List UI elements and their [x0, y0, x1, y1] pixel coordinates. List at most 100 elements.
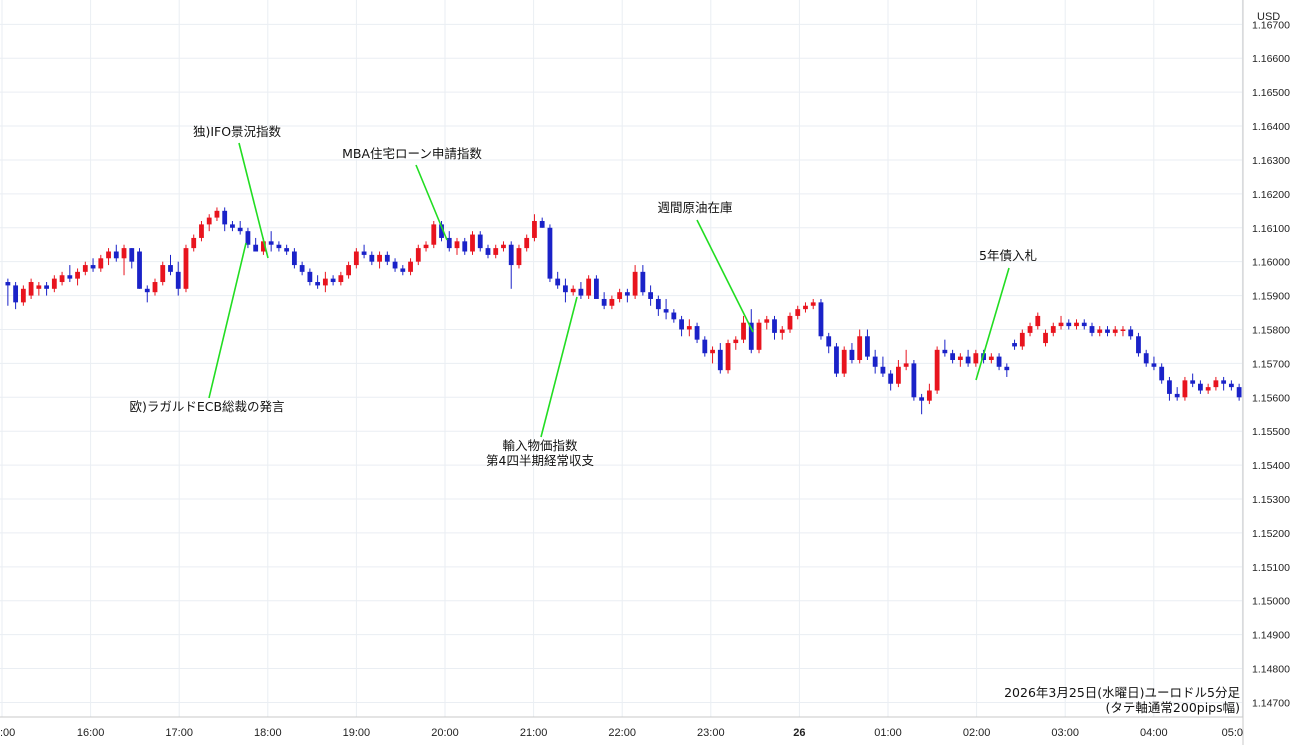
time-tick-label: 04:00: [1140, 727, 1168, 739]
candle-body: [1035, 315, 1041, 327]
price-tick-label: 1.14800: [1252, 664, 1290, 676]
candle-body: [934, 349, 940, 391]
candle-body: [98, 258, 104, 269]
candle-body: [965, 356, 971, 364]
candle-body: [1205, 387, 1211, 391]
time-tick-label: :00: [0, 727, 15, 739]
candle-body: [291, 251, 297, 266]
time-tick-label: 26: [793, 727, 805, 739]
price-tick-label: 1.14700: [1252, 697, 1290, 709]
candle-body: [299, 265, 305, 272]
candle-body: [245, 231, 251, 245]
candle-body: [919, 397, 925, 401]
candle-body: [1004, 366, 1010, 371]
candle-body: [679, 319, 684, 330]
candle-body: [903, 363, 909, 367]
candle-body: [493, 248, 499, 255]
candle-body: [1074, 322, 1079, 327]
candle-body: [237, 227, 243, 232]
candle-body: [663, 309, 669, 313]
price-tick-label: 1.16100: [1252, 223, 1290, 235]
candle-body: [121, 248, 127, 259]
price-tick-label: 1.15500: [1252, 426, 1290, 438]
candle-body: [1228, 383, 1234, 388]
candle-body: [741, 322, 746, 340]
price-tick-label: 1.15600: [1252, 392, 1290, 404]
grid: [0, 0, 1243, 717]
candle-body: [1043, 332, 1048, 344]
candle-body: [315, 282, 321, 286]
candle-body: [1167, 380, 1172, 394]
candle-body: [199, 224, 204, 238]
annotation-leader-line: [238, 142, 269, 259]
annotation-label: 輸入物価指数: [502, 438, 578, 453]
candle-body: [1112, 329, 1118, 333]
annotation-leader-line: [975, 267, 1010, 381]
candle-body: [818, 302, 824, 337]
candle-body: [834, 346, 839, 374]
candle-body: [307, 271, 313, 283]
candle-body: [485, 248, 491, 255]
candle-body: [1151, 363, 1157, 367]
candle-body: [75, 271, 80, 279]
candle-body: [539, 220, 545, 228]
candle-body: [44, 285, 49, 289]
candle-body: [717, 349, 723, 371]
candle-body: [710, 349, 715, 354]
time-tick-label: 17:00: [165, 727, 193, 739]
candle-body: [152, 282, 158, 293]
candle-body: [1143, 353, 1149, 364]
candle-body: [1019, 332, 1025, 347]
chart-caption-line1: 2026年3月25日(水曜日)ユーロドル5分足: [1004, 685, 1240, 700]
annotation-leader-line: [696, 219, 754, 333]
candle-body: [392, 261, 398, 269]
annotation-label: 独)IFO景況指数: [193, 124, 282, 139]
price-tick-label: 1.16400: [1252, 121, 1290, 133]
candle-body: [183, 248, 189, 289]
annotation-leader-line: [208, 242, 247, 399]
candle-body: [578, 288, 584, 296]
time-tick-label: 19:00: [343, 727, 371, 739]
candle-body: [733, 339, 739, 344]
time-tick-label: 21:00: [520, 727, 548, 739]
candles: [5, 207, 1242, 415]
candle-body: [950, 353, 956, 360]
candle-body: [261, 241, 266, 252]
candle-body: [570, 288, 576, 293]
chart-caption-line2: (タテ軸通常200pips幅): [1106, 700, 1240, 715]
candle-body: [423, 244, 429, 249]
price-axis-panel: [1243, 0, 1300, 745]
candle-body: [648, 292, 654, 299]
price-axis: 1.16700 1.16600 1.16500 1.16400 1.16300 1.162…: [1252, 19, 1290, 709]
candle-body: [516, 248, 522, 266]
candle-body: [795, 309, 801, 316]
annotation-leader-line: [540, 296, 578, 438]
candle-body: [1159, 366, 1165, 381]
candle-body: [353, 251, 359, 266]
candle-body: [555, 278, 561, 286]
candle-body: [361, 251, 367, 255]
candle-body: [106, 251, 111, 259]
candle-body: [1221, 380, 1227, 384]
candle-body: [5, 282, 11, 286]
candle-body: [431, 224, 437, 245]
time-axis: :00 16:00 17:00 18:00 19:00 20:00 21:00 22:00 23…: [0, 727, 1243, 739]
candle-body: [1198, 383, 1203, 391]
candle-body: [508, 244, 514, 266]
candle-body: [772, 319, 777, 333]
candle-body: [346, 265, 351, 276]
candle-body: [330, 278, 336, 283]
candle-body: [446, 237, 452, 249]
price-tick-label: 1.15200: [1252, 528, 1290, 540]
candle-body: [748, 322, 754, 350]
candle-body: [849, 349, 855, 360]
candle-body: [1136, 336, 1141, 354]
candle-body: [1128, 329, 1134, 337]
price-tick-label: 1.15300: [1252, 494, 1290, 506]
annotation-label: 5年債入札: [979, 248, 1037, 263]
time-tick-label: 23:00: [697, 727, 725, 739]
candle-body: [369, 254, 375, 262]
candle-body: [13, 285, 19, 303]
candle-body: [617, 292, 623, 299]
